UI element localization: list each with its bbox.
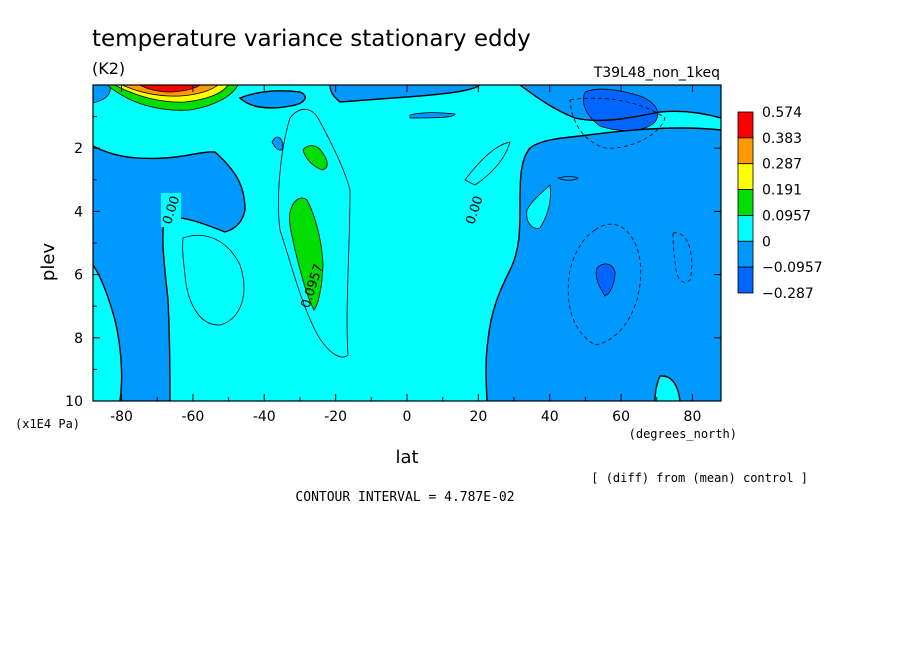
colorbar: 0.574 0.383 0.287 0.191 0.0957 0 −0.0957 −0.287 <box>737 105 823 302</box>
y-tick-label: 4 <box>74 204 83 220</box>
experiment-label: T39L48_non_1keq <box>593 65 720 81</box>
region-positive-medium-a <box>302 145 328 171</box>
x-tick-label: -20 <box>324 409 347 425</box>
colorbar-label: 0 <box>762 234 771 250</box>
colorbar-label: 0.383 <box>762 131 802 147</box>
x-tick-label: 20 <box>469 409 487 425</box>
x-axis-units: (degrees_north) <box>629 427 737 441</box>
y-tick-label: 10 <box>65 394 83 410</box>
x-tick-label: -40 <box>253 409 276 425</box>
region-positive-east-island <box>526 184 551 229</box>
region-negative-top-d <box>409 112 456 119</box>
x-tick-label: 0 <box>403 409 412 425</box>
contour-interval: CONTOUR INTERVAL = 4.787E-02 <box>295 490 514 505</box>
colorbar-swatch <box>737 111 754 139</box>
colorbar-label: 0.574 <box>762 105 802 121</box>
units-label: (K2) <box>92 59 125 78</box>
colorbar-label: 0.191 <box>762 183 802 199</box>
colorbar-swatch <box>737 215 754 242</box>
colorbar-label: 0.287 <box>762 157 802 173</box>
colorbar-swatch <box>737 240 754 268</box>
x-tick-label: 60 <box>612 409 630 425</box>
y-axis-label: plev <box>38 243 59 282</box>
region-negative-strong-mid <box>595 263 616 297</box>
y-tick-label: 2 <box>74 141 83 157</box>
colorbar-label: −0.287 <box>762 286 814 302</box>
chart-title: temperature variance stationary eddy <box>92 26 531 52</box>
y-axis-units: (x1E4 Pa) <box>15 417 80 431</box>
region-negative-tiny <box>556 176 579 181</box>
region-positive-max-top <box>139 85 201 93</box>
colorbar-label: 0.0957 <box>762 208 811 224</box>
y-tick-label: 8 <box>74 331 83 347</box>
region-positive-medium-b <box>289 197 324 311</box>
y-tick-label: 6 <box>74 268 83 284</box>
colorbar-swatch <box>737 163 754 190</box>
x-tick-label: 80 <box>684 409 702 425</box>
x-axis-label: lat <box>395 447 418 468</box>
colorbar-swatch <box>737 266 754 294</box>
colorbar-label: −0.0957 <box>762 260 823 276</box>
x-tick-label: 40 <box>541 409 559 425</box>
x-tick-label: -80 <box>110 409 133 425</box>
colorbar-swatch <box>737 137 754 165</box>
x-tick-label: -60 <box>181 409 204 425</box>
diff-note: [ (diff) from (mean) control ] <box>591 471 808 485</box>
colorbar-swatch <box>737 189 754 216</box>
